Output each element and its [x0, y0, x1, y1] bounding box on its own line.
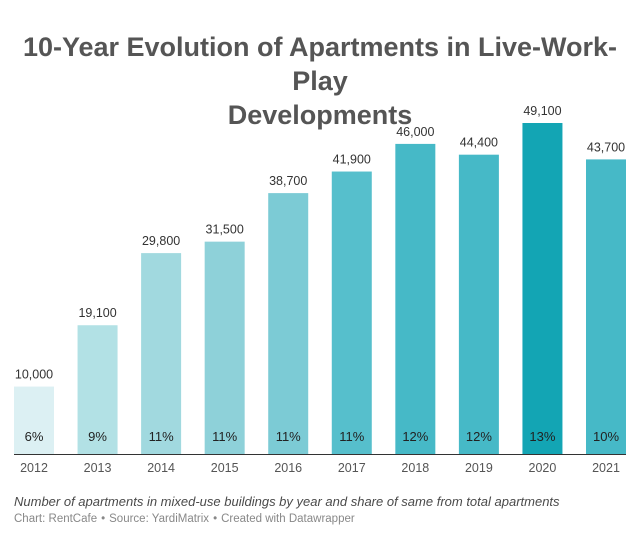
share-label-2021: 10% [593, 429, 619, 444]
value-label-2020: 49,100 [523, 104, 561, 118]
x-tick-label-2013: 2013 [84, 461, 112, 475]
share-label-2015: 11% [212, 429, 237, 444]
x-tick-label-2015: 2015 [211, 461, 239, 475]
x-tick-label-2021: 2021 [592, 461, 620, 475]
x-tick-label-2020: 2020 [529, 461, 557, 475]
bar-2017 [331, 171, 372, 455]
share-label-2014: 11% [149, 429, 174, 444]
value-label-2016: 38,700 [269, 174, 307, 188]
share-label-2013: 9% [88, 429, 107, 444]
share-label-2017: 11% [339, 429, 364, 444]
x-tick-label-2018: 2018 [401, 461, 429, 475]
credit-chart: Chart: RentCafe [14, 513, 98, 525]
bar-2014 [141, 253, 182, 454]
chart-title-line-2: Developments [227, 100, 413, 130]
bar-2019 [458, 154, 499, 454]
credit-source: Source: YardiMatrix [109, 513, 210, 525]
value-label-2017: 41,900 [333, 153, 371, 167]
x-tick-label-2012: 2012 [20, 461, 48, 475]
bar-2021 [586, 159, 626, 454]
credit-tool: Created with Datawrapper [221, 513, 355, 525]
credit-separator-1: • [101, 513, 106, 525]
value-label-2018: 46,000 [396, 125, 434, 139]
x-tick-label-2016: 2016 [274, 461, 302, 475]
credit-separator-2: • [213, 513, 218, 525]
share-label-2016: 11% [276, 429, 301, 444]
bar-2012 [14, 386, 54, 454]
share-label-2019: 12% [466, 429, 492, 444]
bar-2016 [268, 193, 309, 454]
x-tick-label-2014: 2014 [147, 461, 175, 475]
value-label-2015: 31,500 [206, 223, 244, 237]
share-label-2012: 6% [25, 429, 44, 444]
chart-title-line-1: 10-Year Evolution of Apartments in Live-… [22, 32, 618, 96]
chart-title: 10-Year Evolution of Apartments in Live-… [0, 30, 640, 132]
value-label-2021: 43,700 [587, 140, 625, 154]
chart-credit: Chart: RentCafe • Source: YardiMatrix • Crea… [14, 513, 355, 525]
bar-2020 [522, 123, 563, 454]
value-label-2014: 29,800 [142, 234, 180, 248]
value-label-2012: 10,000 [15, 368, 53, 382]
value-label-2013: 19,100 [78, 306, 116, 320]
x-tick-label-2017: 2017 [338, 461, 366, 475]
bar-2018 [395, 143, 436, 454]
bar-2013 [77, 325, 118, 454]
share-label-2020: 13% [529, 429, 555, 444]
bar-chart: 10,000 6% 2012 19,100 9% 2013 29,800 11% 2014 31,… [14, 104, 626, 475]
chart-caption: Number of apartments in mixed-use buildi… [14, 494, 560, 509]
value-label-2019: 44,400 [460, 136, 498, 150]
bar-2015 [204, 241, 245, 454]
x-tick-label-2019: 2019 [465, 461, 493, 475]
share-label-2018: 12% [402, 429, 428, 444]
